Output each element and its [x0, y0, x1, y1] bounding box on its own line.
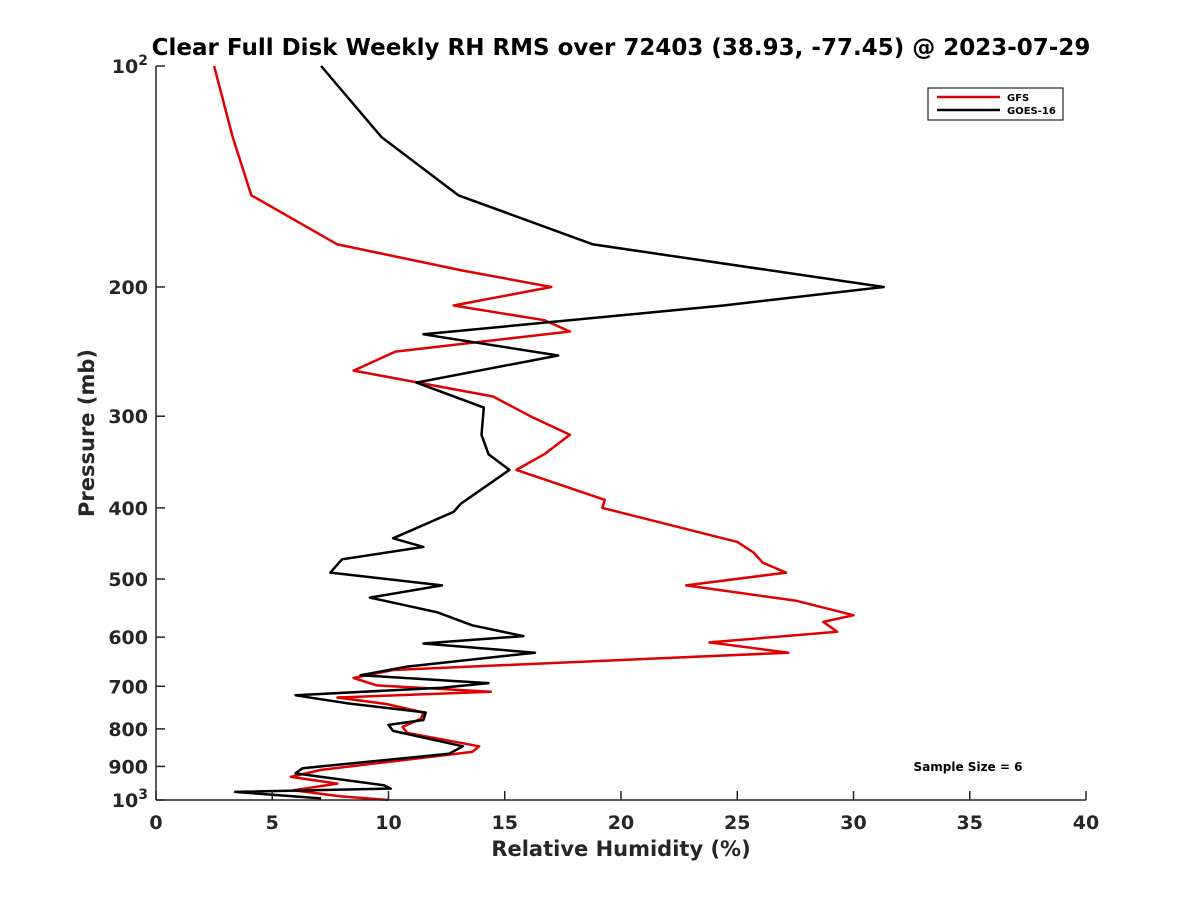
- legend-label-goes16: GOES-16: [1007, 106, 1056, 117]
- y-axis-label: Pressure (mb): [75, 349, 99, 517]
- x-tick-label: 25: [724, 812, 750, 834]
- y-tick-label: 700: [108, 676, 148, 698]
- x-tick-label: 40: [1073, 812, 1099, 834]
- x-tick-label: 30: [840, 812, 866, 834]
- y-tick-label: 900: [108, 756, 148, 778]
- x-tick-label: 35: [957, 812, 983, 834]
- sample-size-note: Sample Size = 6: [914, 760, 1023, 774]
- y-tick-label: 200: [108, 277, 148, 299]
- series-layer: [212, 65, 885, 802]
- y-tick-label: 103: [112, 787, 148, 812]
- series-line-goes16: [233, 65, 885, 800]
- y-tick-label: 800: [108, 719, 148, 741]
- y-tick-label: 600: [108, 627, 148, 649]
- y-tick-label: 300: [108, 406, 148, 428]
- x-tick-label: 0: [149, 812, 162, 834]
- legend: GFS GOES-16: [927, 87, 1064, 121]
- x-tick-label: 10: [375, 812, 401, 834]
- x-ticks: 0 5 10 15 20 25 30 35 40: [149, 791, 1099, 834]
- x-tick-label: 5: [266, 812, 279, 834]
- x-tick-label: 20: [608, 812, 634, 834]
- chart-title: Clear Full Disk Weekly RH RMS over 72403…: [152, 35, 1091, 61]
- x-axis-label: Relative Humidity (%): [491, 837, 750, 861]
- y-tick-label: 400: [108, 498, 148, 520]
- x-tick-label: 15: [492, 812, 518, 834]
- y-tick-label: 102: [112, 53, 148, 78]
- series-line-gfs: [212, 65, 855, 802]
- legend-box: [927, 87, 1064, 121]
- axes-box: [155, 66, 1086, 801]
- y-ticks: 102 200 300 400 500 600 700 800 900 103: [108, 53, 165, 812]
- legend-label-gfs: GFS: [1007, 93, 1029, 104]
- y-tick-label: 500: [108, 569, 148, 591]
